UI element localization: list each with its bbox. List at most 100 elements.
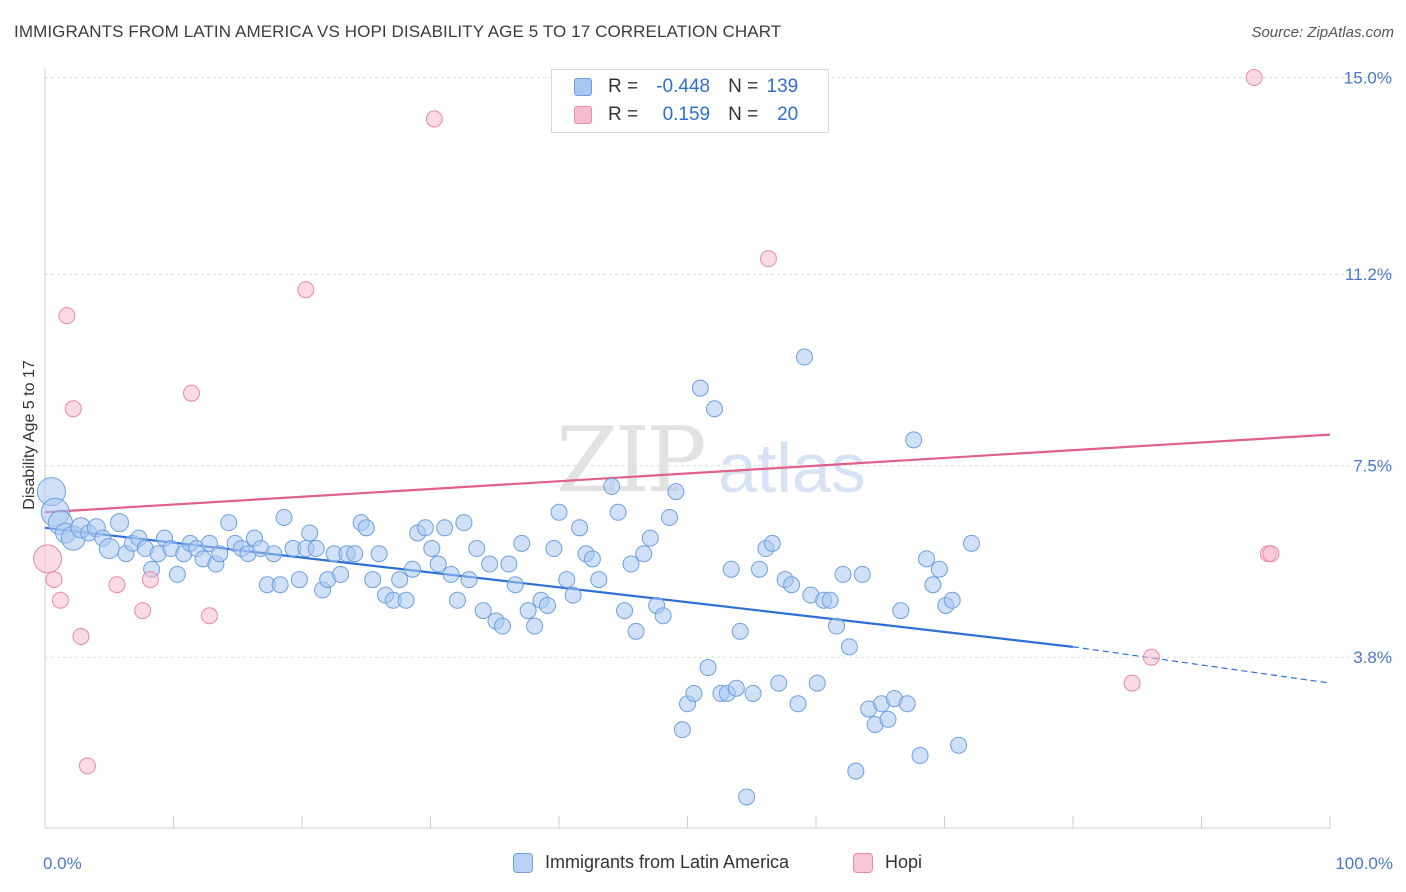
legend-item-hopi[interactable]: Hopi xyxy=(853,852,922,873)
trend-line-hopi xyxy=(44,433,1331,514)
point-hopi xyxy=(64,400,82,418)
point-hopi xyxy=(72,628,90,645)
point-latin-america xyxy=(763,534,781,552)
point-latin-america xyxy=(943,591,961,609)
point-hopi xyxy=(51,591,69,609)
legend-swatch-hopi xyxy=(853,852,873,873)
point-latin-america xyxy=(892,602,910,620)
x-tick-label: 0.0% xyxy=(43,854,82,873)
point-latin-america xyxy=(590,571,608,589)
point-latin-america xyxy=(506,576,524,594)
point-latin-america xyxy=(731,622,749,640)
y-tick-label: 3.8% xyxy=(1353,648,1392,667)
point-latin-america xyxy=(699,659,717,677)
legend-swatch-latin-america xyxy=(574,78,592,96)
point-hopi xyxy=(425,110,443,128)
point-latin-america xyxy=(168,565,186,583)
point-latin-america xyxy=(220,514,238,532)
point-latin-america xyxy=(481,555,499,573)
point-latin-america xyxy=(500,555,518,573)
point-latin-america xyxy=(770,674,788,692)
y-tick-label: 11.2% xyxy=(1345,265,1392,284)
point-latin-america xyxy=(290,571,308,589)
point-latin-america xyxy=(265,545,283,563)
legend-r-value: -0.448 xyxy=(656,76,711,97)
point-latin-america xyxy=(603,477,621,495)
point-latin-america xyxy=(275,508,293,526)
point-latin-america xyxy=(583,550,601,568)
point-latin-america xyxy=(397,591,415,609)
legend-r-label: R = xyxy=(608,76,639,97)
point-latin-america xyxy=(616,602,634,620)
point-latin-america xyxy=(448,591,466,609)
legend-item-latin-america[interactable]: Immigrants from Latin America xyxy=(513,852,789,873)
point-hopi xyxy=(141,571,159,589)
point-hopi xyxy=(58,307,76,325)
point-latin-america xyxy=(346,545,364,563)
point-latin-america xyxy=(654,607,672,625)
point-latin-america xyxy=(789,695,807,713)
point-latin-america xyxy=(493,617,511,635)
point-latin-america xyxy=(416,519,434,537)
point-latin-america xyxy=(924,576,942,594)
point-latin-america xyxy=(828,617,846,635)
point-latin-america xyxy=(332,565,350,583)
point-latin-america xyxy=(705,400,723,418)
point-latin-america xyxy=(442,565,460,583)
point-latin-america xyxy=(667,483,685,501)
legend-label-latin-america: Immigrants from Latin America xyxy=(545,852,790,872)
point-latin-america xyxy=(538,596,556,614)
point-latin-america xyxy=(370,545,388,563)
point-hopi xyxy=(759,250,777,268)
point-latin-america xyxy=(404,560,422,578)
point-hopi xyxy=(108,576,126,594)
point-latin-america xyxy=(898,695,916,713)
point-latin-america xyxy=(622,555,640,573)
point-latin-america xyxy=(423,540,441,558)
source-label: Source: ZipAtlas.com xyxy=(1251,24,1394,41)
point-latin-america xyxy=(744,684,762,702)
point-latin-america xyxy=(519,602,537,620)
point-latin-america xyxy=(930,560,948,578)
point-latin-america xyxy=(783,576,801,594)
point-latin-america xyxy=(840,638,858,656)
point-latin-america xyxy=(847,762,865,780)
point-latin-america xyxy=(474,602,492,620)
point-latin-america xyxy=(661,508,679,526)
point-latin-america xyxy=(962,534,980,552)
legend-row-latin-america: R = -0.448 N = 139 xyxy=(574,74,798,100)
point-hopi xyxy=(33,544,63,574)
point-latin-america xyxy=(691,379,709,397)
y-tick-label: 15.0% xyxy=(1344,69,1392,88)
legend-row-hopi: R = 0.159 N = 20 xyxy=(574,102,798,128)
point-hopi xyxy=(1142,648,1160,666)
point-latin-america xyxy=(834,565,852,583)
point-latin-america xyxy=(685,684,703,702)
point-latin-america xyxy=(571,519,589,537)
point-latin-america xyxy=(722,560,740,578)
point-latin-america xyxy=(436,519,454,537)
point-latin-america xyxy=(558,571,576,589)
legend-swatch-hopi xyxy=(574,106,592,124)
point-latin-america xyxy=(911,747,929,765)
legend-label-hopi: Hopi xyxy=(885,852,923,872)
point-latin-america xyxy=(673,721,691,739)
point-latin-america xyxy=(460,571,478,589)
point-latin-america xyxy=(821,591,839,609)
point-latin-america xyxy=(918,550,936,568)
point-latin-america xyxy=(211,545,229,563)
legend-r-value: 0.159 xyxy=(662,104,711,125)
point-latin-america xyxy=(364,571,382,589)
legend-n-value: 20 xyxy=(777,104,799,125)
point-hopi xyxy=(1245,69,1263,87)
trend-line-latin-america-extension xyxy=(1072,646,1331,684)
point-latin-america xyxy=(200,534,218,552)
point-latin-america xyxy=(98,538,120,560)
legend-n-value: 139 xyxy=(766,76,799,97)
legend-n-label: N = xyxy=(728,76,759,97)
point-latin-america xyxy=(391,571,409,589)
point-latin-america xyxy=(513,534,531,552)
legend-n-label: N = xyxy=(728,104,759,125)
point-latin-america xyxy=(429,555,447,573)
y-axis-title: Disability Age 5 to 17 xyxy=(21,360,38,510)
